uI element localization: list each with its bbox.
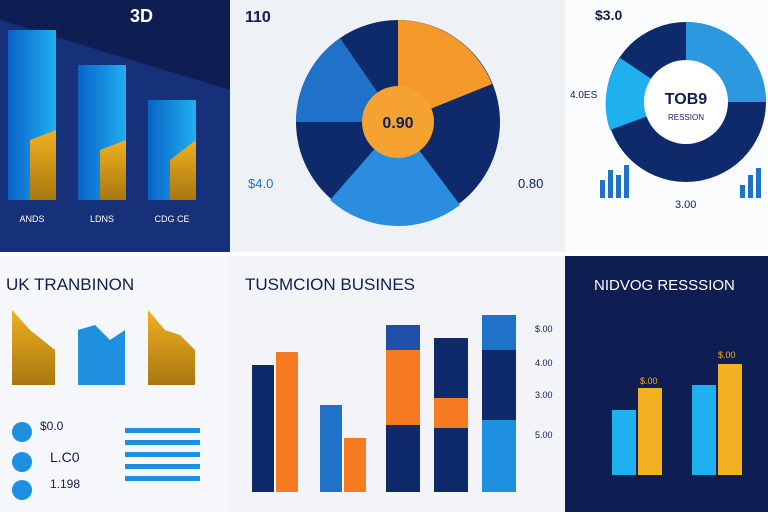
area-charts — [12, 310, 195, 385]
label: 3.00 — [675, 199, 696, 211]
label: 1.198 — [50, 477, 80, 491]
label: L.C0 — [50, 449, 80, 465]
title: 110 — [245, 9, 271, 26]
bars — [612, 364, 742, 475]
donut-hole — [644, 60, 728, 144]
center-label: TOB9 — [665, 91, 707, 108]
bubbles — [12, 422, 32, 500]
label: $.00 — [535, 324, 553, 334]
stripes — [125, 428, 200, 481]
label: $4.0 — [248, 176, 273, 191]
title: $3.0 — [595, 7, 622, 23]
label: 4.00 — [535, 358, 553, 368]
mini-bars — [600, 165, 761, 198]
bar-face — [100, 140, 126, 200]
label: ANDS — [19, 214, 44, 224]
title: NIDVOG RESSSION — [594, 277, 735, 294]
label: 5.00 — [535, 430, 553, 440]
label: $0.0 — [40, 419, 64, 433]
label: 4.0ES — [570, 90, 598, 101]
label: LDNS — [90, 214, 114, 224]
center-label: 0.90 — [382, 115, 413, 132]
label: $.00 — [718, 350, 736, 360]
bars — [252, 315, 516, 492]
bar-face — [170, 140, 196, 200]
slice — [330, 122, 460, 226]
subtitle: RESSION — [668, 113, 704, 122]
pie-center — [362, 86, 434, 158]
label: $.00 — [640, 376, 658, 386]
label: CDG CE — [154, 214, 189, 224]
title: 3D — [130, 6, 153, 26]
title: TUSMCION BUSINES — [245, 275, 415, 294]
label: 3.00 — [535, 390, 553, 400]
title: UK TRANBINON — [6, 275, 134, 294]
bar-face — [30, 130, 56, 200]
label: 0.80 — [518, 176, 543, 191]
